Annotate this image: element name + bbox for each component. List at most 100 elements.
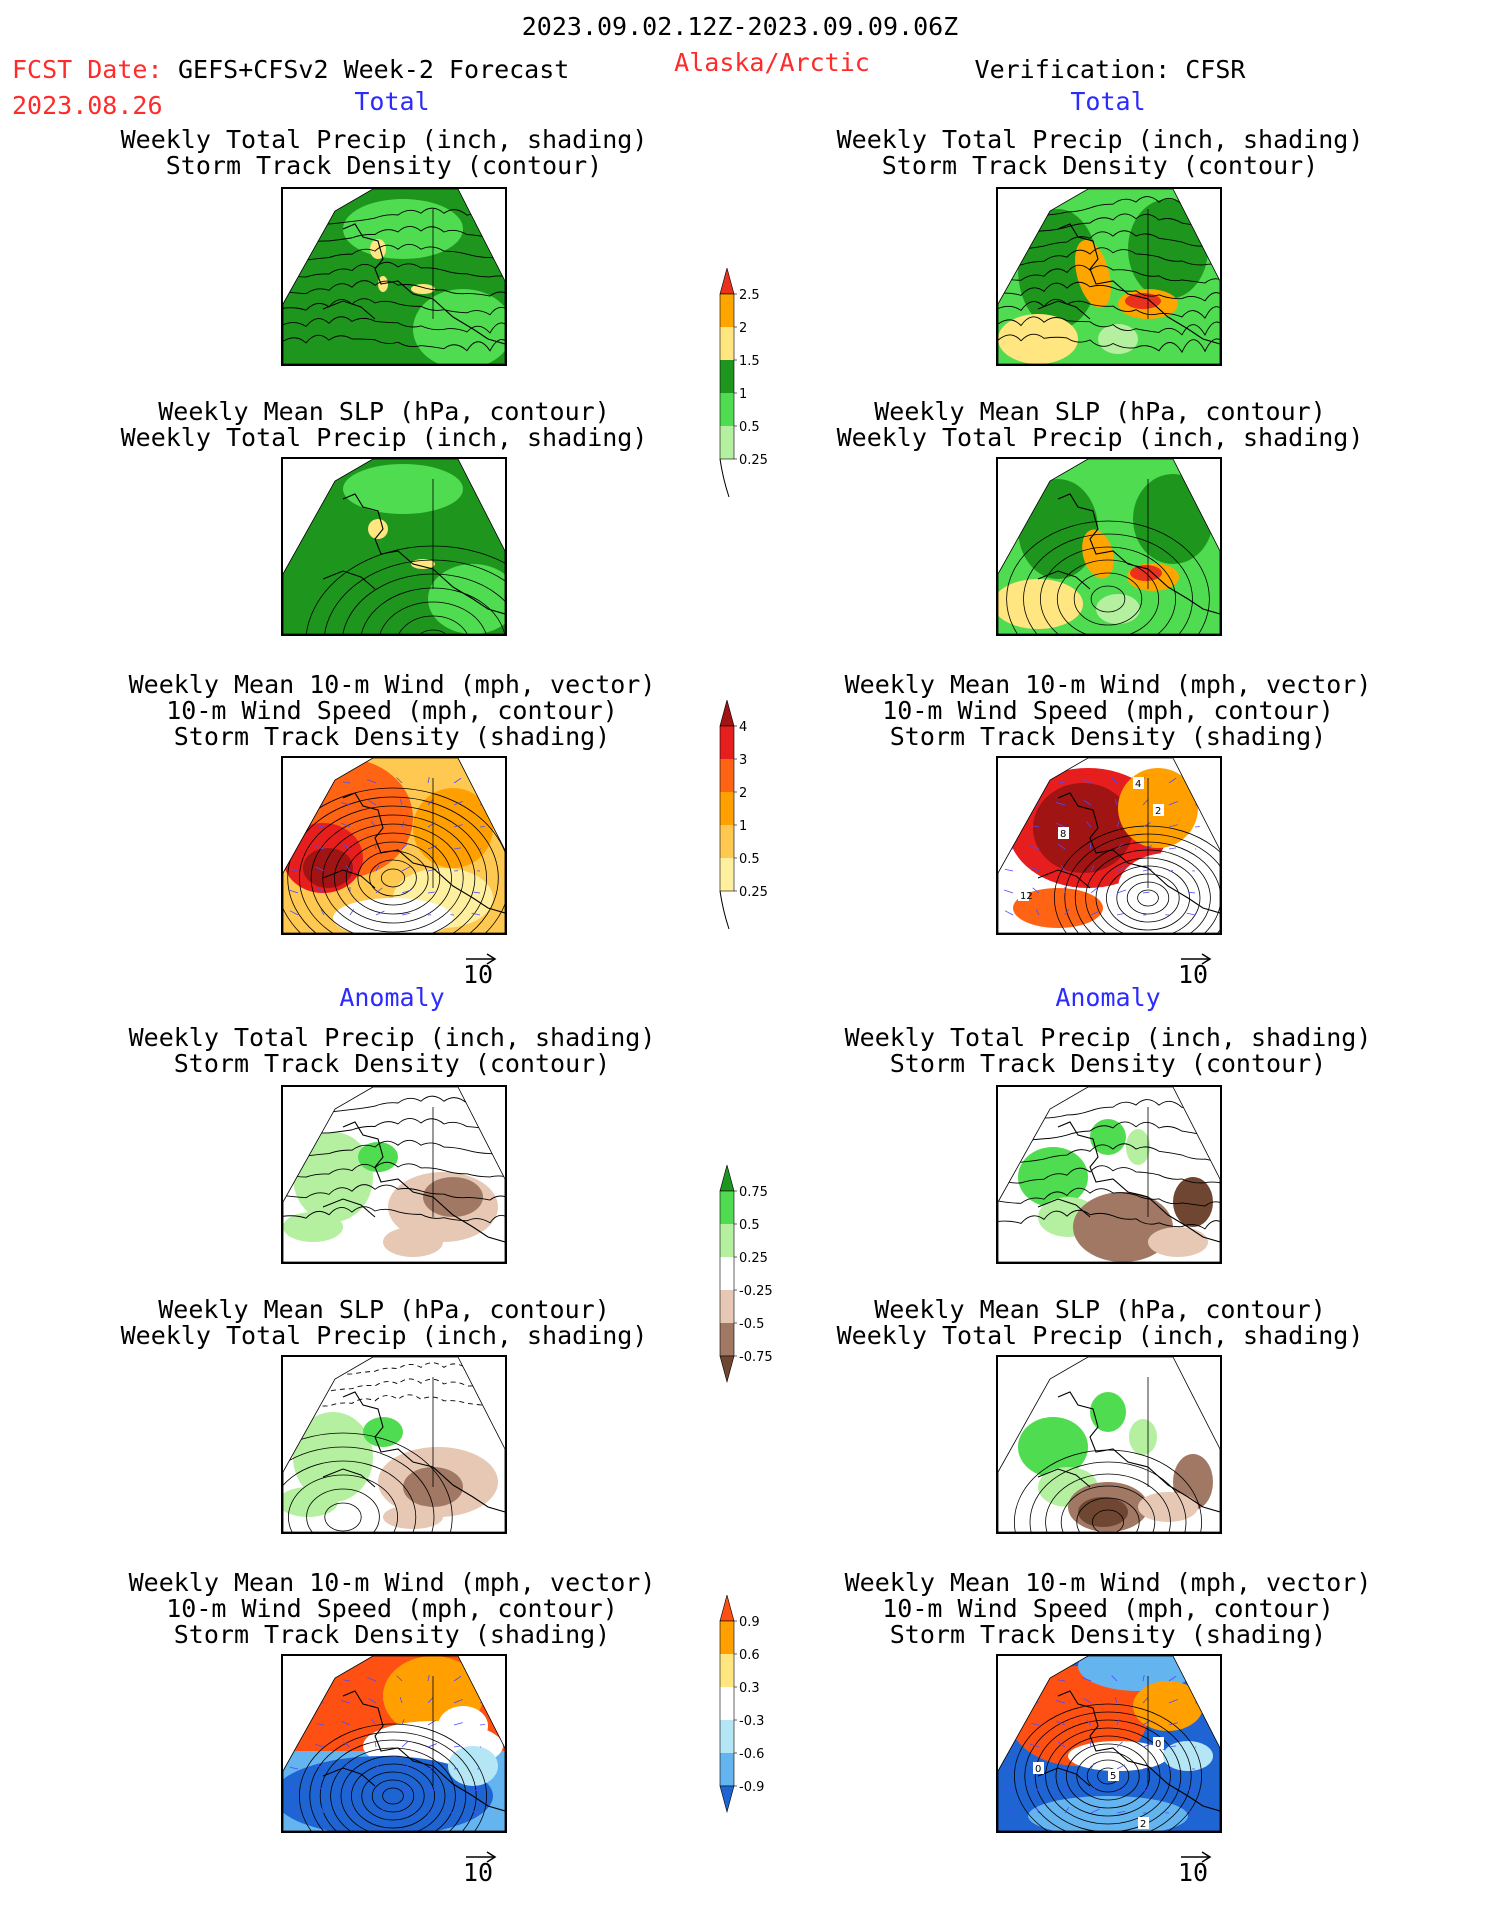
colorbar-tick-label: -0.5 [739,1317,764,1332]
map-total-precip-storm-fcst [281,187,507,366]
colorbar-segment [720,294,734,327]
colorbar-segment [720,1687,734,1720]
panel-title-l3: Weekly Mean 10-m Wind (mph, vector) 10-m … [128,670,656,751]
map-total-slp-precip-verif [996,457,1222,636]
colorbar-tick-label: 4 [739,720,747,735]
panel-title-r4: Weekly Total Precip (inch, shading) Storm… [844,1023,1372,1078]
section-total-right: Total [1070,87,1146,116]
colorbar-tick-label: 3 [739,753,747,768]
vector-scale-label: 10 [463,1858,494,1887]
vector-scale-label: 10 [1178,1858,1209,1887]
colorbar-segment [719,700,735,727]
panel-title-r2: Weekly Mean SLP (hPa, contour) Weekly Tot… [836,397,1364,452]
colorbar-segment [720,1753,734,1786]
fcst-date: 2023.08.26 [12,91,163,120]
contour-value-label: 2 [1155,806,1161,817]
panel-title-l4: Weekly Total Precip (inch, shading) Storm… [128,1023,656,1078]
colorbar-segment [720,1290,734,1323]
panel-title-l2: Weekly Mean SLP (hPa, contour) Weekly Tot… [120,397,648,452]
colorbar-tick-label: -0.9 [739,1780,764,1795]
map-total-slp-precip-fcst [281,457,507,636]
contour-value-label: 5 [1110,1771,1116,1782]
region-title: Alaska/Arctic [674,48,870,77]
contour-value-label: 8 [1060,829,1066,840]
colorbar-segment [719,268,735,295]
map-total-wind-storm-verif: 4 2 8 12 [996,756,1222,935]
panel-title-r5: Weekly Mean SLP (hPa, contour) Weekly Tot… [836,1295,1364,1350]
map-anom-precip-storm-verif [996,1085,1222,1264]
colorbar-tick-label: 0.6 [739,1648,760,1663]
colorbar-segment [720,1257,734,1290]
panel-title-r3: Weekly Mean 10-m Wind (mph, vector) 10-m … [844,670,1372,751]
map-anom-slp-precip-verif [996,1355,1222,1534]
colorbar-tick-label: 1 [739,819,747,834]
colorbar-tick-label: 0.3 [739,1681,760,1696]
colorbar-segment [720,426,734,459]
colorbar-segment [720,825,734,858]
colorbar-segment [720,858,734,891]
vector-scale-arrow-icon [465,946,497,971]
contour-value-label: 4 [1135,779,1141,790]
map-anom-slp-precip-fcst [281,1355,507,1534]
section-anomaly-right: Anomaly [1055,983,1161,1012]
colorbar-tick-label: 2 [739,321,747,336]
colorbar-segment [720,792,734,825]
vector-scale-arrow-icon [1180,1844,1212,1869]
vector-scale-label: 10 [463,960,494,989]
contour-value-label: 0 [1155,1739,1161,1750]
colorbar-tick-label: 0.5 [739,852,760,867]
vector-scale-arrow-icon [1180,946,1212,971]
date-range: 2023.09.02.12Z-2023.09.09.06Z [521,12,959,41]
colorbar-segment [719,1165,735,1192]
section-anomaly-left: Anomaly [339,983,445,1012]
colorbar-tick-label: 1 [739,387,747,402]
map-total-wind-storm-fcst [281,756,507,935]
panel-title-l5: Weekly Mean SLP (hPa, contour) Weekly Tot… [120,1295,648,1350]
colorbar-storm-anomaly: 0.9 0.6 0.3 -0.3 -0.6 -0.9 [719,1595,764,1814]
verification-label: Verification: CFSR [974,55,1246,84]
colorbar-segment [720,1191,734,1224]
contour-value-label: 2 [1140,1819,1146,1830]
colorbar-tick-label: 2 [739,786,747,801]
colorbar-segment [720,327,734,360]
colorbar-segment [720,1323,734,1356]
panel-title-r6: Weekly Mean 10-m Wind (mph, vector) 10-m … [844,1568,1372,1649]
panel-title-l1: Weekly Total Precip (inch, shading) Storm… [120,125,648,180]
vector-scale-label: 10 [1178,960,1209,989]
colorbar-tick-label: -0.75 [739,1350,773,1365]
colorbar-tick-label: 0.25 [739,885,768,900]
colorbar-segment [720,393,734,426]
colorbar-segment [720,1720,734,1753]
vector-scale-arrow-icon [465,1844,497,1869]
colorbar-storm-total: 4 3 2 1 0.5 0.25 [719,700,768,930]
colorbar-precip-total: 2.5 2 1.5 1 0.5 0.25 [719,268,768,498]
colorbar-segment [720,759,734,792]
colorbar-segment [719,1355,735,1384]
colorbar-segment [720,1621,734,1654]
map-total-precip-storm-verif [996,187,1222,366]
colorbar-tick-label: 2.5 [739,288,760,303]
colorbar-tick-label: -0.25 [739,1284,773,1299]
panel-title-r1: Weekly Total Precip (inch, shading) Storm… [836,125,1364,180]
colorbar-tick-label: 0.25 [739,1251,768,1266]
fcst-model: GEFS+CFSv2 Week-2 Forecast [178,55,570,84]
colorbar-tick-label: -0.6 [739,1747,764,1762]
colorbar-tick-label: 0.9 [739,1615,760,1630]
colorbar-tick-label: 0.75 [739,1185,768,1200]
colorbar-segment [720,1224,734,1257]
map-anom-wind-storm-verif: 0 5 0 2 [996,1654,1222,1833]
colorbar-tick-label: 1.5 [739,354,760,369]
colorbar-tick-label: 0.5 [739,1218,760,1233]
panel-title-l6: Weekly Mean 10-m Wind (mph, vector) 10-m … [128,1568,656,1649]
fcst-label: FCST Date: [12,55,163,84]
contour-value-label: 0 [1035,1764,1041,1775]
colorbar-segment [720,1654,734,1687]
colorbar-segment [720,726,734,759]
contour-value-label: 12 [1020,891,1033,902]
map-anom-wind-storm-fcst [281,1654,507,1833]
map-anom-precip-storm-fcst [281,1085,507,1264]
colorbar-tick-label: 0.25 [739,453,768,468]
colorbar-tick-label: 0.5 [739,420,760,435]
colorbar-segment [719,1595,735,1622]
colorbar-segment [720,360,734,393]
